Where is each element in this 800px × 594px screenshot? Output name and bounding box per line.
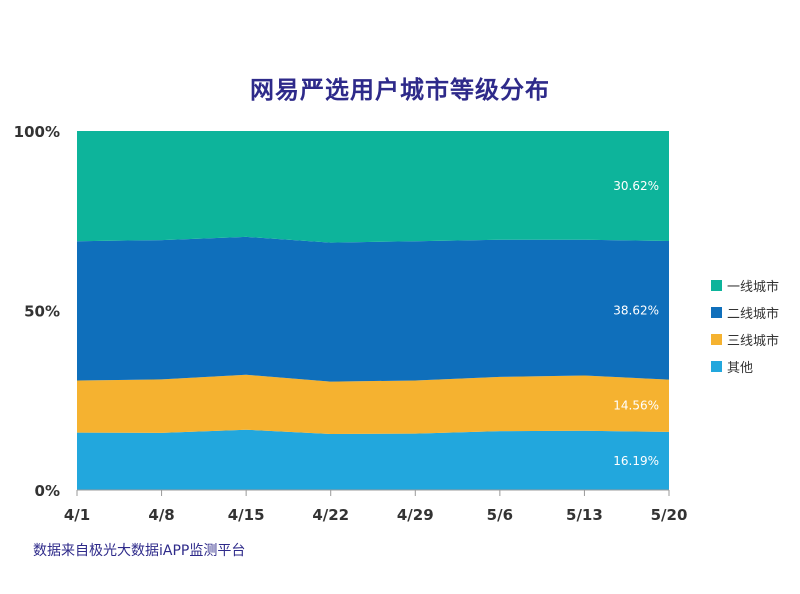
- data-label-2: 38.62%: [613, 303, 659, 317]
- x-tick-label: 5/13: [566, 506, 603, 524]
- legend-item: 一线城市: [711, 272, 779, 299]
- y-tick-label: 50%: [24, 303, 60, 321]
- x-tick-label: 4/15: [228, 506, 265, 524]
- legend-label: 三线城市: [727, 334, 780, 349]
- legend-swatch: [711, 307, 722, 318]
- data-source-note: 数据来自极光大数据iAPP监测平台: [33, 543, 246, 559]
- legend-item: 三线城市: [711, 326, 779, 353]
- area-series-0: [77, 429, 669, 490]
- area-series-3: [77, 131, 669, 243]
- area-series-2: [77, 236, 669, 382]
- legend-swatch: [711, 280, 722, 291]
- legend-item: 其他: [711, 353, 779, 380]
- chart-title: 网易严选用户城市等级分布: [250, 76, 550, 104]
- x-tick-label: 5/20: [651, 506, 688, 524]
- area-series-1: [77, 374, 669, 434]
- x-tick-label: 5/6: [487, 506, 513, 524]
- legend-swatch: [711, 334, 722, 345]
- data-label-3: 30.62%: [613, 179, 659, 193]
- y-tick-label: 100%: [14, 123, 60, 141]
- legend-label: 一线城市: [727, 280, 780, 295]
- data-label-0: 16.19%: [613, 454, 659, 468]
- x-tick-label: 4/22: [312, 506, 349, 524]
- data-label-1: 14.56%: [613, 399, 659, 413]
- legend-swatch: [711, 361, 722, 372]
- legend-label: 其他: [727, 361, 754, 376]
- y-tick-label: 0%: [35, 482, 60, 500]
- legend-label: 二线城市: [727, 307, 780, 322]
- chart-legend: 一线城市二线城市三线城市其他: [711, 272, 779, 380]
- legend-item: 二线城市: [711, 299, 779, 326]
- x-tick-label: 4/8: [148, 506, 174, 524]
- x-tick-label: 4/1: [64, 506, 90, 524]
- x-tick-label: 4/29: [397, 506, 434, 524]
